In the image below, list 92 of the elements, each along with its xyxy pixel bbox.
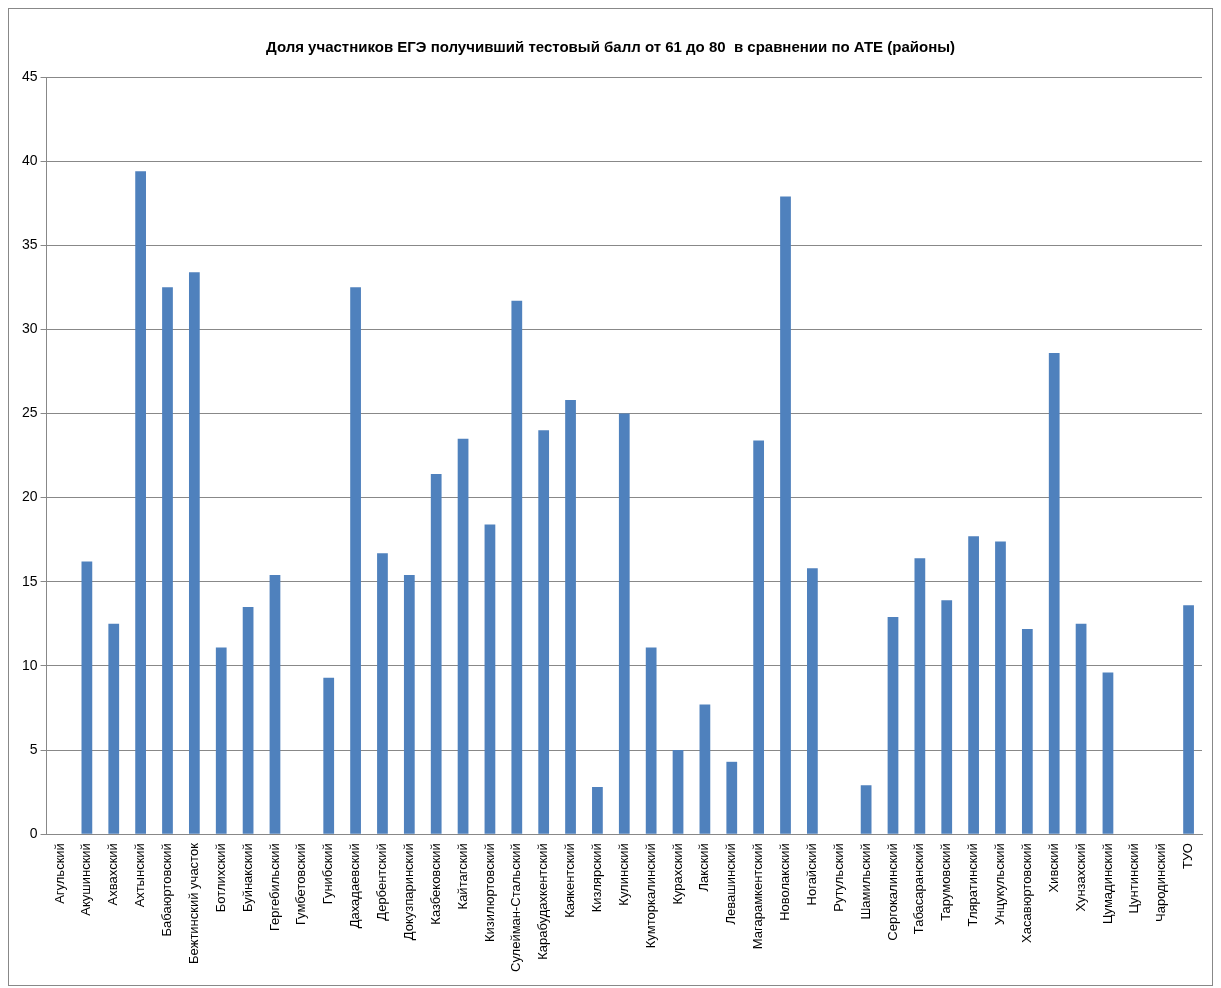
y-tick-label: 35 [21,236,38,253]
x-tick-label: Тарумовский [938,843,954,921]
x-tick-label: Гумбетовский [293,843,309,926]
bar [269,575,281,834]
x-tick-label: Рутульский [830,843,846,912]
x-tick-label: Ахтынский [132,843,148,908]
x-tick-label: Агульский [51,843,67,904]
x-tick-label: Дахадаевский [347,843,363,929]
y-tick-label: 40 [21,151,38,168]
x-tick-label: Кайтагский [454,843,470,910]
bar [377,553,388,834]
x-tick-label: Акушинский [78,843,94,916]
x-tick-label: Лакский [696,843,712,892]
bar [108,623,120,834]
x-tick-label: Казбековский [427,843,443,925]
x-tick-label: Кизлярский [588,843,604,913]
bar [81,561,93,834]
bar [887,617,899,834]
bar [162,287,173,834]
bar [753,440,765,834]
bar [484,524,496,834]
bar [1183,605,1194,834]
bar [403,575,415,834]
x-tick-label: Левашинский [723,843,739,925]
bar [645,647,657,834]
x-tick-label: Магарамкентский [750,843,766,950]
x-tick-label: Кумторкалинский [642,843,658,949]
bar [726,761,738,834]
x-tick-label: Шамильский [857,843,873,920]
bar [807,568,818,834]
bar [995,541,1006,834]
x-tick-label: Ахвахский [105,843,121,906]
x-tick-label: Табасаранский [911,843,927,935]
bar [1021,628,1033,834]
y-tick-label: 15 [21,572,38,589]
y-tick-label: 25 [21,404,38,421]
y-tick-label: 45 [21,67,38,84]
x-tick-label: Бежтинский участок [185,842,201,964]
x-tick-label: Кулинский [615,843,631,906]
bar [699,704,711,834]
bar [968,536,979,834]
y-tick-label: 5 [29,740,38,757]
x-tick-label: Гергебильский [266,843,282,932]
x-tick-label: Докузпаринский [400,843,416,941]
x-tick-label: Унцукульский [992,843,1008,926]
bar [538,430,550,834]
bar [323,677,335,834]
bar [914,558,926,834]
y-tick-label: 20 [21,488,38,505]
x-tick-label: Тляратинский [965,843,981,927]
x-tick-label: Цунтинский [1126,843,1142,914]
bar [188,272,200,834]
x-tick-label: Хасавюртовский [1018,843,1034,943]
bar [457,438,469,834]
bar [780,196,791,834]
bar [618,413,630,834]
y-tick-label: 30 [21,320,38,337]
y-tick-label: 10 [21,656,38,673]
x-tick-label: Новолакский [777,843,793,921]
bar [135,171,146,834]
y-tick-label: 0 [29,825,38,842]
x-tick-label: Карабудахкентский [535,843,551,960]
bar [1075,623,1087,834]
x-tick-label: Гунибский [320,843,336,905]
bar [430,474,442,834]
x-tick-label: Хивский [1045,843,1061,893]
chart-title: Доля участников ЕГЭ получивший тестовый балл от 61 до 80 в сравнении по АТЕ (районы) [266,38,955,56]
x-tick-label: Буйнакский [239,843,255,913]
x-tick-label: Ботлихский [212,843,228,913]
bar [592,787,603,834]
bar [941,600,953,834]
x-tick-label: ТУО [1180,843,1196,870]
x-tick-label: Хунзахский [1072,843,1088,912]
bar [511,300,523,834]
x-tick-label: Курахский [669,843,685,905]
x-tick-label: Ногайский [803,843,819,906]
x-tick-label: Сергокалинский [884,843,900,941]
bar [565,400,576,834]
bar [672,750,684,834]
bar [1102,672,1114,834]
bar [1048,352,1060,834]
bar [242,607,254,834]
x-tick-label: Чародинский [1153,843,1169,922]
x-tick-label: Сулейман-Стальский [508,843,524,973]
bar [215,647,227,834]
x-tick-label: Каякентский [562,843,578,918]
bar [350,287,361,834]
x-tick-label: Бабаюртовский [159,843,175,937]
x-tick-label: Цумадинский [1099,843,1115,925]
bar [860,785,872,834]
x-tick-label: Кизилюртовский [481,843,497,943]
x-tick-label: Дербентский [374,843,390,921]
